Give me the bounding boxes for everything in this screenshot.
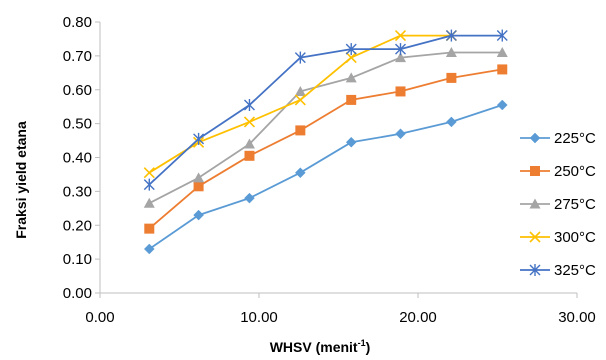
legend-marker (529, 231, 541, 243)
y-tick-label: 0.00 (63, 285, 92, 302)
series-line (148, 34, 503, 186)
legend-label: 225°C (554, 130, 596, 147)
series-line (148, 68, 503, 230)
series-line (148, 51, 503, 205)
data-point (294, 85, 306, 96)
legend-label: 275°C (554, 196, 596, 213)
data-point (143, 243, 155, 255)
data-point (446, 72, 457, 83)
data-point (294, 51, 306, 64)
data-point (395, 128, 406, 140)
data-point (345, 72, 357, 83)
legend-marker (530, 166, 540, 176)
data-point (445, 46, 457, 57)
series-line (148, 104, 503, 250)
series-1 (144, 64, 508, 234)
data-point (244, 150, 255, 161)
data-point (294, 167, 306, 179)
data-point (193, 181, 204, 192)
y-tick-label: 0.80 (63, 14, 92, 31)
data-point (496, 29, 508, 42)
x-axis-title-superscript: -1 (358, 338, 366, 348)
data-point (497, 64, 508, 75)
data-point (345, 136, 357, 148)
data-point (144, 223, 155, 234)
data-point (193, 209, 204, 221)
data-point (394, 29, 407, 42)
data-point (345, 52, 357, 64)
y-tick-label: 0.10 (63, 251, 92, 268)
x-axis-title: WHSV (menit-1) (270, 338, 371, 355)
x-tick-label: 10.00 (240, 309, 278, 326)
y-tick-label: 0.40 (63, 150, 92, 167)
legend: 225°C 250°C 275°C 300°C 325°C (520, 130, 596, 279)
data-point (244, 192, 255, 204)
legend-entry: 300°C (520, 229, 596, 246)
data-point (295, 125, 306, 136)
data-point (395, 43, 407, 56)
data-point (193, 172, 205, 183)
legend-label: 325°C (554, 262, 596, 279)
x-axis-title-tail: ) (366, 339, 371, 355)
data-point (143, 167, 155, 179)
data-point (143, 178, 155, 191)
series-0 (143, 99, 508, 255)
legend-entry: 225°C (520, 130, 596, 147)
x-tick-label: 20.00 (399, 309, 437, 326)
data-point (193, 132, 205, 145)
data-point (294, 94, 306, 106)
x-axis-title-main: WHSV (menit (270, 339, 358, 355)
y-tick-label: 0.30 (63, 183, 92, 200)
data-point (346, 94, 357, 105)
x-tick-label: 30.00 (558, 309, 596, 326)
data-point (445, 29, 457, 42)
y-tick-label: 0.20 (63, 217, 92, 234)
y-tick-label: 0.50 (63, 116, 92, 133)
legend-label: 300°C (554, 229, 596, 246)
series-layer (143, 29, 508, 255)
legend-label: 250°C (554, 163, 596, 180)
y-tick-label: 0.60 (63, 82, 92, 99)
data-point (243, 138, 255, 149)
data-point (496, 99, 508, 111)
legend-entry: 325°C (520, 262, 596, 279)
y-tick-label: 0.70 (63, 48, 92, 65)
data-point (395, 86, 406, 97)
data-point (243, 116, 256, 128)
data-point (143, 197, 155, 208)
data-point (395, 52, 407, 63)
y-axis-title: Fraksi yield etana (13, 121, 29, 239)
legend-marker (529, 132, 541, 144)
legend-entry: 275°C (520, 196, 596, 213)
data-point (345, 43, 357, 56)
x-tick-label: 0.00 (85, 309, 114, 326)
data-point (496, 46, 508, 57)
legend-marker (529, 198, 541, 209)
legend-marker (529, 264, 541, 276)
series-4 (143, 29, 508, 191)
data-point (243, 98, 255, 111)
axes: 0.00 0.10 0.20 0.30 0.40 0.50 0.60 0.70 0.80 0.00… (63, 14, 596, 326)
series-2 (143, 46, 508, 208)
legend-entry: 250°C (520, 163, 596, 180)
data-point (446, 116, 457, 128)
